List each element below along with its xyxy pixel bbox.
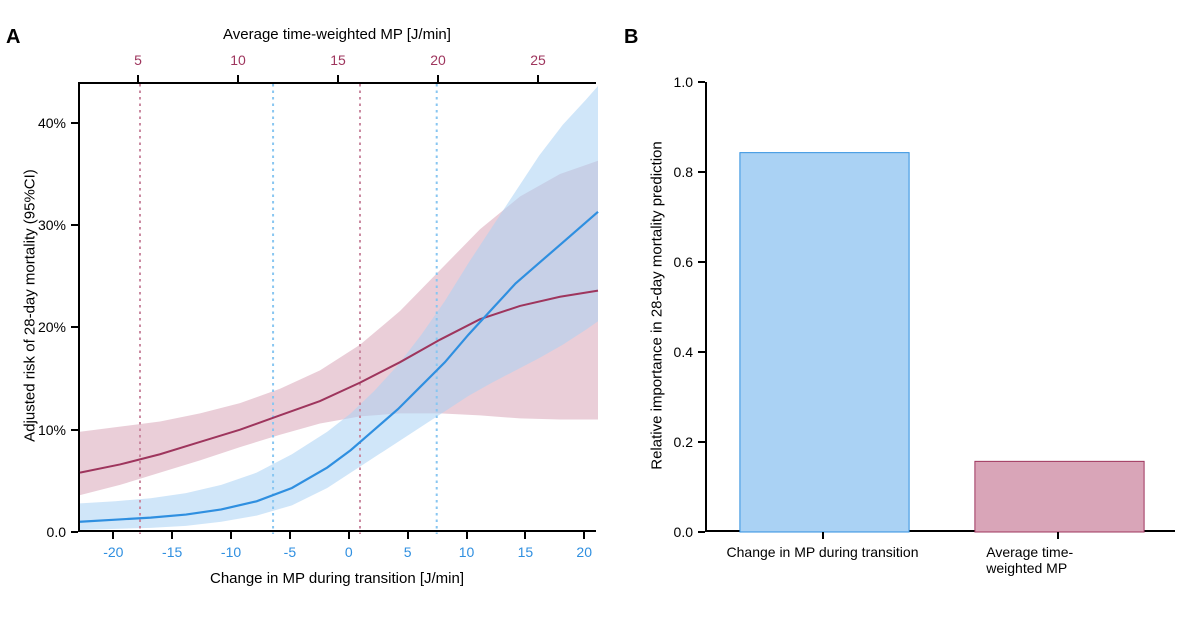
- tick-mark: [407, 532, 409, 539]
- tick-mark: [698, 351, 705, 353]
- panel-a-top-x-tick: 15: [330, 52, 346, 68]
- panel-a-bottom-x-tick: 5: [404, 544, 412, 560]
- panel-a-label: A: [6, 26, 20, 49]
- figure: A B Average time-weighted MP [J/min] Cha…: [0, 0, 1200, 628]
- panel-b-plot: [705, 82, 1175, 532]
- panel-a-bottom-x-tick: -15: [162, 544, 182, 560]
- panel-a-y-title: Adjusted risk of 28-day mortality (95%CI…: [22, 81, 39, 531]
- panel-b-y-tick: 0.8: [674, 164, 693, 180]
- importance-bar: [975, 461, 1144, 532]
- panel-b-y-tick: 0.2: [674, 434, 693, 450]
- tick-mark: [822, 532, 824, 539]
- panel-a-bottom-x-tick: 10: [459, 544, 475, 560]
- panel-a-bottom-x-tick: 20: [576, 544, 592, 560]
- tick-mark: [698, 531, 705, 533]
- tick-mark: [71, 429, 78, 431]
- panel-a-top-x-tick: 25: [530, 52, 546, 68]
- tick-mark: [71, 122, 78, 124]
- tick-mark: [230, 532, 232, 539]
- tick-mark: [1057, 532, 1059, 539]
- panel-b-y-tick: 1.0: [674, 74, 693, 90]
- panel-a-bottom-x-tick: 15: [518, 544, 534, 560]
- panel-a-y-tick: 40%: [38, 115, 66, 131]
- tick-mark: [112, 532, 114, 539]
- tick-mark: [171, 532, 173, 539]
- tick-mark: [698, 171, 705, 173]
- tick-mark: [437, 75, 439, 82]
- tick-mark: [237, 75, 239, 82]
- panel-b-y-tick: 0.4: [674, 344, 693, 360]
- panel-b-x-label: Change in MP during transition: [727, 544, 919, 560]
- tick-mark: [337, 75, 339, 82]
- panel-b-y-tick: 0.0: [674, 524, 693, 540]
- panel-a-bottom-x-tick: -5: [284, 544, 296, 560]
- tick-mark: [289, 532, 291, 539]
- panel-b-y-title: Relative importance in 28-day mortality …: [649, 81, 666, 531]
- panel-a-top-x-tick: 10: [230, 52, 246, 68]
- tick-mark: [348, 532, 350, 539]
- panel-a-plot: [78, 82, 596, 532]
- importance-bar: [740, 153, 909, 532]
- panel-a-bottom-x-tick: -10: [221, 544, 241, 560]
- panel-a-top-x-tick: 5: [134, 52, 142, 68]
- panel-b-y-tick: 0.6: [674, 254, 693, 270]
- panel-a-top-x-title: Average time-weighted MP [J/min]: [78, 26, 596, 43]
- tick-mark: [537, 75, 539, 82]
- panel-a-y-tick: 30%: [38, 217, 66, 233]
- tick-mark: [583, 532, 585, 539]
- panel-b-label: B: [624, 26, 638, 49]
- tick-mark: [466, 532, 468, 539]
- tick-mark: [698, 261, 705, 263]
- tick-mark: [698, 441, 705, 443]
- panel-a-bottom-x-title: Change in MP during transition [J/min]: [78, 570, 596, 587]
- tick-mark: [524, 532, 526, 539]
- tick-mark: [71, 326, 78, 328]
- tick-mark: [71, 224, 78, 226]
- panel-a-bottom-x-tick: -20: [103, 544, 123, 560]
- panel-a-y-tick: 20%: [38, 319, 66, 335]
- panel-a-bottom-x-tick: 0: [345, 544, 353, 560]
- panel-b-svg: [707, 82, 1177, 532]
- tick-mark: [71, 531, 78, 533]
- panel-a-y-tick: 10%: [38, 422, 66, 438]
- panel-a-svg: [80, 84, 598, 534]
- tick-mark: [698, 81, 705, 83]
- panel-a-y-tick: 0.0: [47, 524, 66, 540]
- panel-a-top-x-tick: 20: [430, 52, 446, 68]
- tick-mark: [137, 75, 139, 82]
- panel-b-x-label: Average time-weighted MP: [986, 544, 1129, 576]
